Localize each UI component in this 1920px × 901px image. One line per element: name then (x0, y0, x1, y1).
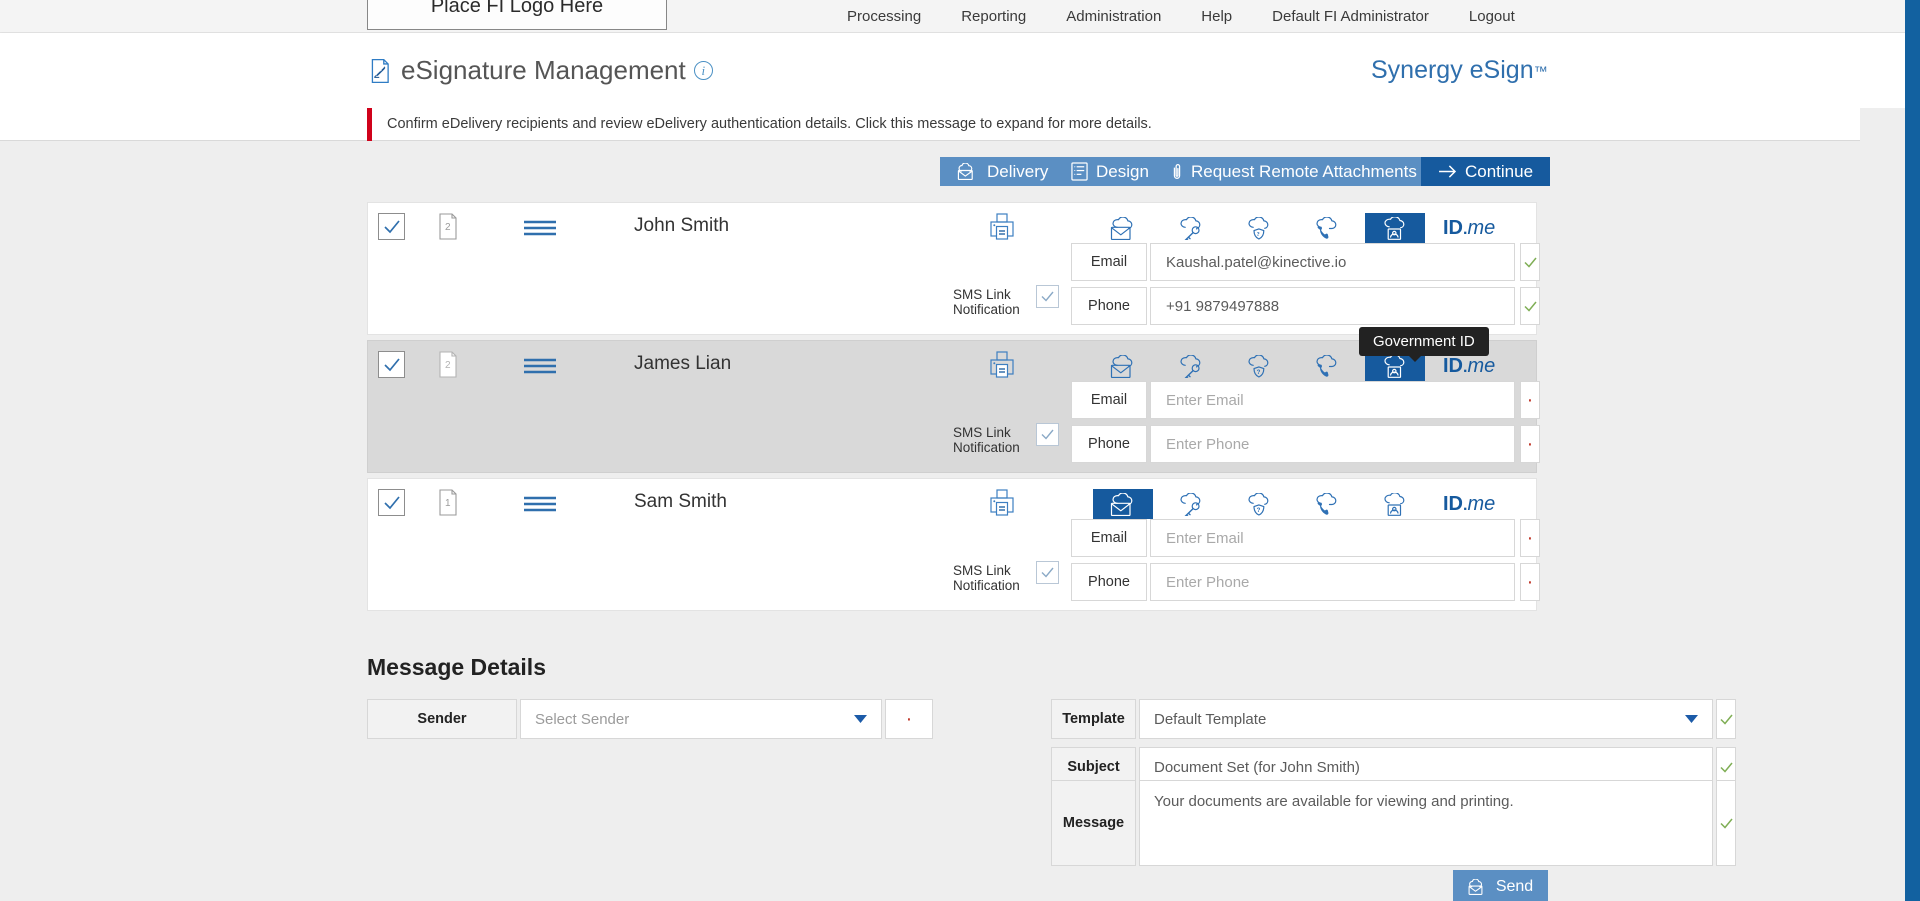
svg-text:?: ? (1257, 231, 1260, 238)
svg-text:?: ? (1257, 507, 1261, 514)
svg-text:2: 2 (445, 360, 451, 371)
svg-text:1: 1 (445, 498, 451, 509)
svg-text:?: ? (1257, 369, 1261, 376)
svg-text:2: 2 (445, 222, 451, 233)
